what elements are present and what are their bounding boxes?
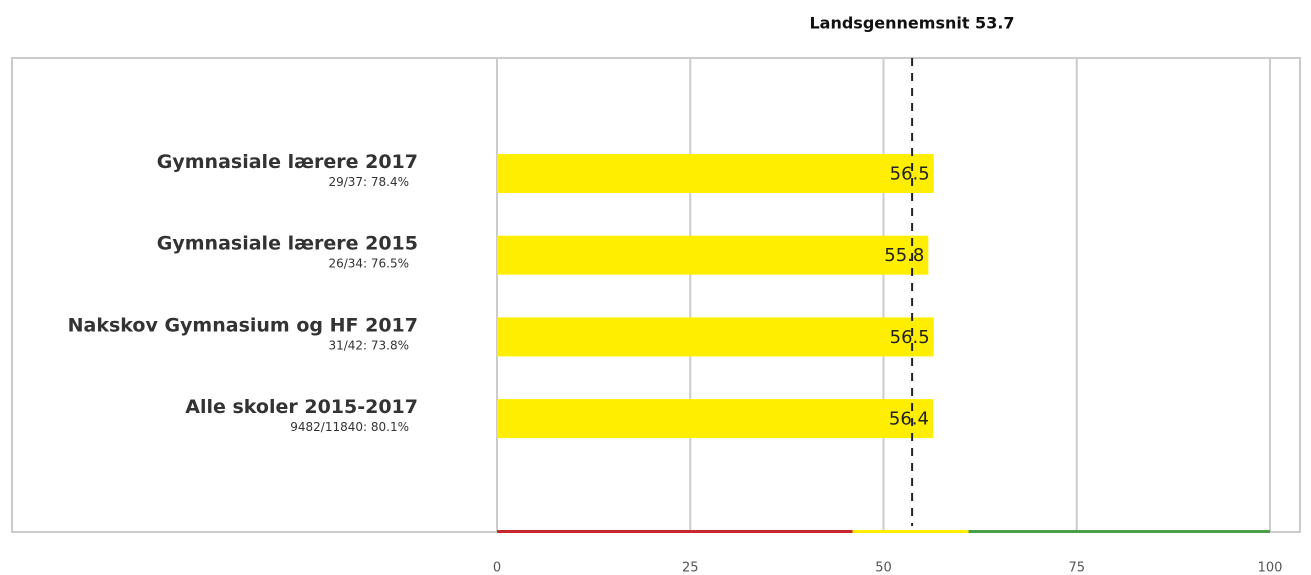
category-subtitle: 29/37: 78.4% bbox=[328, 175, 409, 189]
x-tick-label: 0 bbox=[493, 561, 501, 575]
threshold-band bbox=[968, 530, 1270, 533]
category-label: Alle skoler 2015-2017 bbox=[185, 396, 418, 418]
x-tick-label: 25 bbox=[682, 561, 699, 575]
category-subtitle: 31/42: 73.8% bbox=[328, 338, 409, 352]
bar bbox=[497, 154, 934, 193]
value-label: 56.5 bbox=[890, 327, 930, 348]
value-label: 56.4 bbox=[889, 409, 929, 430]
bar bbox=[497, 235, 929, 275]
category-subtitle: 26/34: 76.5% bbox=[328, 257, 409, 271]
x-tick-label: 50 bbox=[875, 561, 892, 575]
x-tick-label: 100 bbox=[1258, 561, 1283, 575]
bar bbox=[497, 317, 934, 357]
x-tick-label: 75 bbox=[1068, 561, 1085, 575]
category-label: Nakskov Gymnasium og HF 2017 bbox=[68, 314, 418, 336]
plot-frame bbox=[11, 57, 1301, 533]
threshold-band bbox=[852, 530, 969, 533]
threshold-band bbox=[497, 530, 853, 533]
reference-label: Landsgennemsnit 53.7 bbox=[809, 14, 1014, 33]
bar bbox=[497, 399, 933, 439]
category-label: Gymnasiale lærere 2015 bbox=[157, 233, 418, 255]
value-label: 56.5 bbox=[890, 164, 930, 185]
category-subtitle: 9482/11840: 80.1% bbox=[290, 420, 409, 434]
value-label: 55.8 bbox=[884, 245, 924, 266]
category-label: Gymnasiale lærere 2017 bbox=[157, 151, 418, 173]
